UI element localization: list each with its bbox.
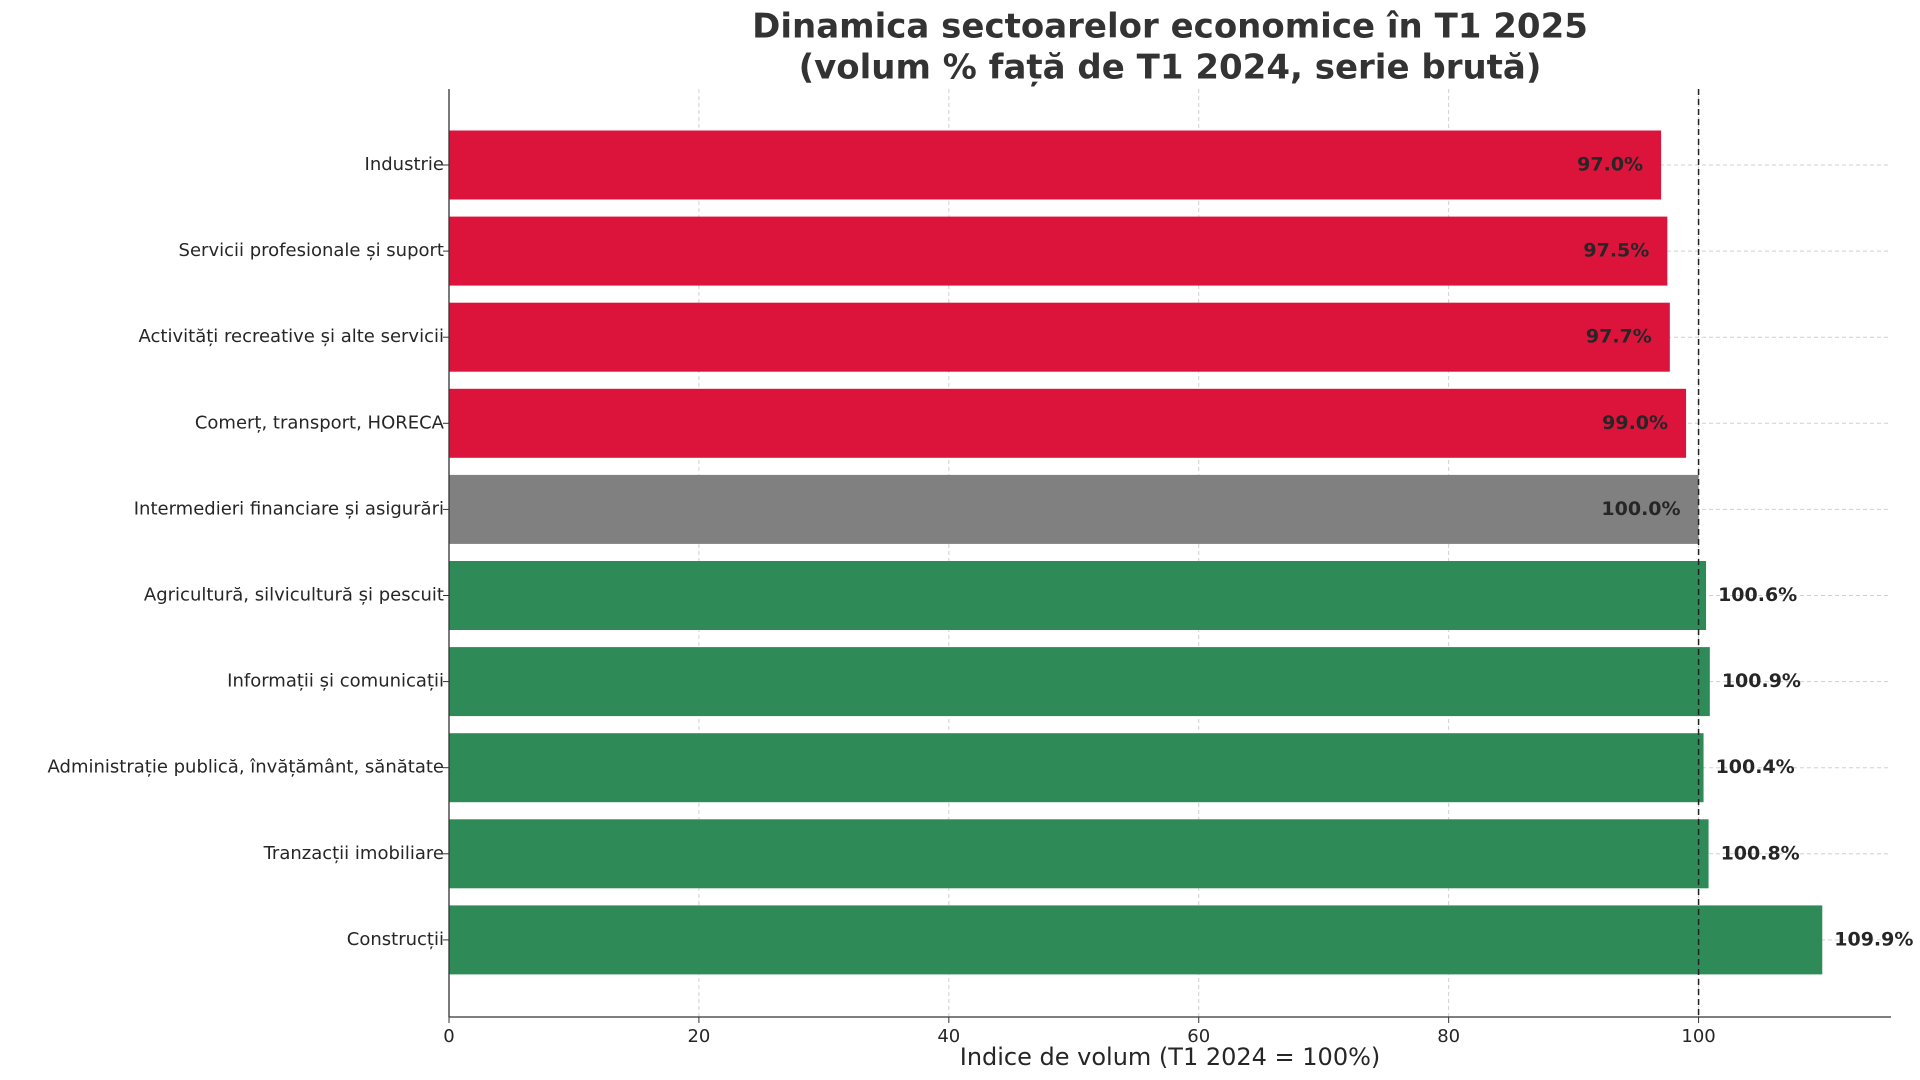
value-label: 100.8% <box>1721 842 1800 864</box>
chart-title: Dinamica sectoarelor economice în T1 202… <box>752 7 1588 47</box>
y-tick-label: Activități recreative și alte servicii <box>139 326 444 347</box>
y-tick-label: Administrație publică, învățământ, sănăt… <box>48 757 444 778</box>
bar <box>449 905 1823 975</box>
x-tick-label: 60 <box>1187 1026 1210 1047</box>
value-label: 99.0% <box>1602 412 1668 434</box>
y-tick-label: Servicii profesionale și suport <box>179 240 444 261</box>
bar <box>449 733 1704 803</box>
value-label: 97.7% <box>1586 326 1652 348</box>
y-tick-label: Construcții <box>347 929 444 950</box>
y-tick-label: Industrie <box>365 154 444 175</box>
value-label: 100.9% <box>1722 670 1801 692</box>
y-tick-label: Intermedieri financiare și asigurări <box>134 498 444 519</box>
y-tick-label: Comerț, transport, HORECA <box>195 412 445 433</box>
x-tick-label: 100 <box>1681 1026 1715 1047</box>
bar <box>449 216 1668 286</box>
chart-subtitle: (volum % față de T1 2024, serie brută) <box>799 48 1542 88</box>
bar <box>449 819 1709 889</box>
value-label: 100.4% <box>1716 756 1795 778</box>
bar <box>449 647 1710 717</box>
bar <box>449 474 1699 544</box>
bar <box>449 302 1670 372</box>
y-tick-label: Informații și comunicații <box>227 671 444 692</box>
y-tick-label: Agricultură, silvicultură și pescuit <box>144 585 444 606</box>
y-tick-label: Tranzacții imobiliare <box>263 843 444 864</box>
x-tick-label: 20 <box>687 1026 710 1047</box>
x-tick-label: 80 <box>1437 1026 1460 1047</box>
bar <box>449 130 1662 200</box>
bar <box>449 561 1707 630</box>
x-axis-label: Indice de volum (T1 2024 = 100%) <box>960 1043 1381 1071</box>
x-tick-label: 40 <box>937 1026 960 1047</box>
value-label: 97.0% <box>1577 154 1643 176</box>
value-label: 100.6% <box>1718 584 1797 606</box>
value-label: 109.9% <box>1834 928 1913 950</box>
bar <box>449 388 1687 458</box>
value-label: 100.0% <box>1601 498 1680 520</box>
value-label: 97.5% <box>1583 240 1649 262</box>
x-tick-label: 0 <box>443 1026 454 1047</box>
